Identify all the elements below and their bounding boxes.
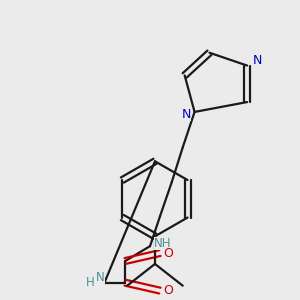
Text: N: N	[252, 54, 262, 67]
Text: O: O	[163, 247, 173, 260]
Text: H: H	[86, 276, 95, 289]
Text: NH: NH	[154, 237, 172, 250]
Text: O: O	[163, 284, 173, 297]
Text: N: N	[96, 271, 105, 284]
Text: N: N	[182, 108, 191, 122]
